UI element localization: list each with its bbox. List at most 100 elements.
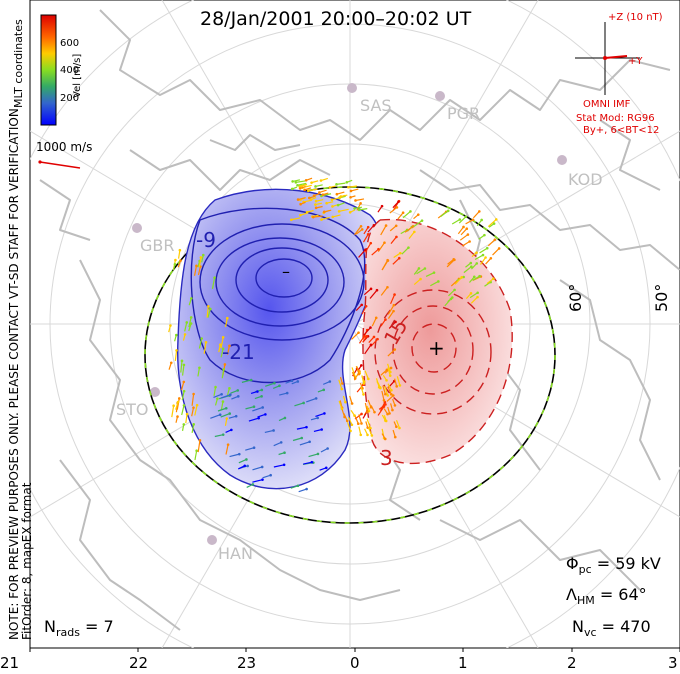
velocity-vector-origin	[453, 288, 456, 292]
velocity-vector-origin	[299, 184, 303, 188]
velocity-vector-origin	[458, 218, 462, 221]
velocity-vector-origin	[311, 215, 315, 219]
velocity-vector-origin	[362, 393, 365, 396]
velocity-vector	[487, 218, 497, 228]
velocity-vector-origin	[395, 385, 398, 388]
velocity-vector-origin	[222, 368, 225, 371]
velocity-vector-origin	[362, 380, 366, 383]
velocity-vector	[356, 366, 360, 375]
velocity-vector	[184, 322, 188, 332]
velocity-vector-origin	[419, 277, 422, 281]
velocity-vector	[371, 317, 377, 327]
velocity-vector	[359, 208, 368, 211]
velocity-vector-origin	[390, 388, 393, 392]
velocity-vector-origin	[236, 389, 240, 392]
velocity-vector-origin	[260, 388, 264, 392]
velocity-vector-origin	[199, 256, 203, 259]
velocity-vector-origin	[319, 179, 323, 182]
velocity-vector	[197, 440, 201, 453]
velocity-vector	[191, 407, 195, 417]
velocity-vector-origin	[382, 398, 386, 402]
velocity-vector	[297, 182, 307, 186]
velocity-vector	[390, 236, 397, 245]
velocity-vector	[416, 267, 426, 275]
velocity-vector	[382, 385, 386, 395]
velocity-vector	[303, 461, 313, 465]
velocity-vector-origin	[172, 404, 175, 408]
velocity-vector-origin	[398, 426, 401, 430]
velocity-vector-origin	[366, 225, 370, 229]
velocity-vector	[425, 272, 435, 277]
velocity-vector-origin	[169, 324, 172, 327]
map-title: 28/Jan/2001 20:00–20:02 UT	[200, 8, 472, 30]
velocity-vector	[194, 450, 198, 461]
velocity-vector-origin	[364, 304, 368, 308]
velocity-vector-origin	[182, 363, 186, 367]
velocity-vector	[174, 350, 178, 361]
hm-latitude: ΛHM = 64°	[566, 585, 647, 608]
velocity-vector-origin	[225, 417, 229, 420]
velocity-vector-origin	[475, 262, 479, 265]
velocity-vector	[181, 405, 185, 416]
velocity-vector-origin	[200, 337, 203, 340]
velocity-vector	[480, 257, 487, 265]
velocity-vector-origin	[476, 295, 479, 299]
velocity-vector-origin	[249, 378, 253, 382]
velocity-vector-origin	[198, 439, 202, 442]
velocity-vector-origin	[296, 183, 299, 187]
velocity-vector-origin	[465, 227, 469, 230]
velocity-vector	[229, 453, 240, 458]
cross-polar-potential: Φpc = 59 kV	[566, 554, 661, 577]
velocity-vector-origin	[393, 293, 396, 296]
velocity-vector	[197, 266, 201, 276]
velocity-vector-origin	[384, 419, 387, 422]
velocity-vector-origin	[366, 410, 369, 414]
velocity-vector-origin	[360, 228, 364, 231]
velocity-vector	[369, 289, 378, 299]
velocity-vector-origin	[256, 390, 259, 393]
velocity-vector	[298, 488, 307, 493]
velocity-vector-origin	[330, 198, 334, 202]
scale-vector-label: 1000 m/s	[36, 140, 93, 154]
velocity-vector	[338, 208, 349, 212]
velocity-vector-origin	[437, 280, 440, 283]
velocity-vector-origin	[226, 443, 230, 446]
velocity-vector	[207, 308, 211, 318]
fit-order-note: FitOrder: 8, mapEX format	[20, 482, 34, 640]
velocity-vector-origin	[369, 426, 372, 430]
velocity-vector-origin	[339, 195, 343, 198]
velocity-vector-origin	[481, 253, 485, 257]
velocity-vector-origin	[245, 458, 248, 461]
mlt-axis-ticks	[29, 648, 680, 652]
velocity-vector-origin	[372, 223, 376, 227]
velocity-vector-origin	[401, 211, 405, 215]
velocity-vector	[220, 337, 224, 349]
velocity-vector-origin	[370, 434, 374, 437]
velocity-vector	[248, 417, 259, 422]
velocity-vector	[185, 413, 188, 424]
velocity-vector-origin	[360, 412, 363, 416]
preview-note: NOTE: FOR PREVIEW PURPOSES ONLY. PLEASE …	[7, 104, 21, 640]
velocity-vector-origin	[376, 337, 379, 341]
velocity-vector-origin	[407, 246, 410, 249]
velocity-vector-origin	[269, 473, 272, 477]
velocity-vector-origin	[413, 230, 416, 234]
velocity-vector	[364, 370, 369, 380]
velocity-vector-origin	[451, 296, 454, 299]
velocity-vector	[380, 319, 386, 327]
velocity-vector	[378, 403, 386, 410]
velocity-vector-origin	[349, 196, 352, 199]
velocity-vector-origin	[345, 419, 349, 423]
velocity-vector-origin	[364, 248, 367, 252]
station-label-sas: SAS	[360, 96, 392, 115]
velocity-vector-origin	[174, 333, 178, 337]
velocity-vector-origin	[260, 395, 263, 398]
velocity-vector-origin	[353, 207, 356, 210]
velocity-vector-origin	[366, 233, 370, 236]
velocity-vector	[265, 382, 275, 387]
velocity-vector	[361, 305, 367, 315]
velocity-vector-origin	[423, 267, 427, 270]
velocity-vector-origin	[218, 413, 222, 417]
velocity-vector	[392, 257, 400, 265]
